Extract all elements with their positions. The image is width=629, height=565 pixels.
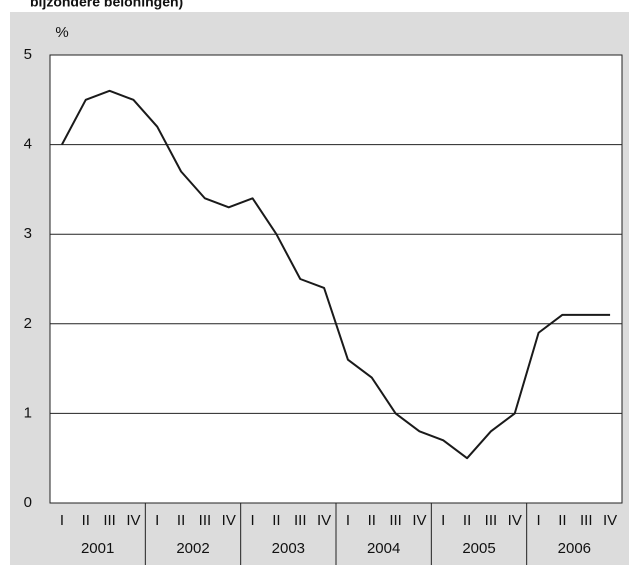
- x-tick-label: IV: [317, 512, 331, 529]
- x-tick-label: IV: [603, 512, 617, 529]
- x-tick-label: IV: [508, 512, 522, 529]
- x-group-label: 2004: [367, 540, 400, 557]
- x-tick-label: II: [558, 512, 566, 529]
- x-tick-label: I: [346, 512, 350, 529]
- x-tick-label: III: [485, 512, 498, 529]
- x-tick-label: II: [177, 512, 185, 529]
- x-group-label: 2006: [558, 540, 591, 557]
- x-group-label: 2001: [81, 540, 114, 557]
- x-tick-label: III: [294, 512, 307, 529]
- x-tick-label: II: [463, 512, 471, 529]
- x-group-label: 2003: [272, 540, 305, 557]
- x-tick-label: I: [60, 512, 64, 529]
- x-tick-label: II: [82, 512, 90, 529]
- x-tick-label: IV: [412, 512, 426, 529]
- plot-area: [49, 54, 623, 504]
- x-tick-label: I: [250, 512, 254, 529]
- x-group-label: 2005: [462, 540, 495, 557]
- x-tick-label: II: [368, 512, 376, 529]
- x-tick-label: IV: [222, 512, 236, 529]
- x-tick-label: IV: [126, 512, 140, 529]
- y-tick-label: 5: [24, 46, 32, 63]
- subtitle: bijzondere beloningen): [30, 0, 183, 10]
- x-tick-label: I: [536, 512, 540, 529]
- x-tick-label: II: [272, 512, 280, 529]
- x-tick-label: III: [199, 512, 212, 529]
- y-tick-label: 3: [24, 225, 32, 242]
- x-tick-label: I: [441, 512, 445, 529]
- x-tick-label: III: [103, 512, 116, 529]
- y-tick-label: 2: [24, 315, 32, 332]
- y-tick-label: 4: [24, 136, 32, 153]
- x-tick-label: III: [389, 512, 402, 529]
- x-tick-label: I: [155, 512, 159, 529]
- x-group-label: 2002: [176, 540, 209, 557]
- y-tick-label: 1: [24, 404, 32, 421]
- x-tick-label: III: [580, 512, 593, 529]
- y-axis-label: %: [55, 24, 68, 41]
- data-line: [61, 89, 611, 460]
- y-tick-label: 0: [24, 494, 32, 511]
